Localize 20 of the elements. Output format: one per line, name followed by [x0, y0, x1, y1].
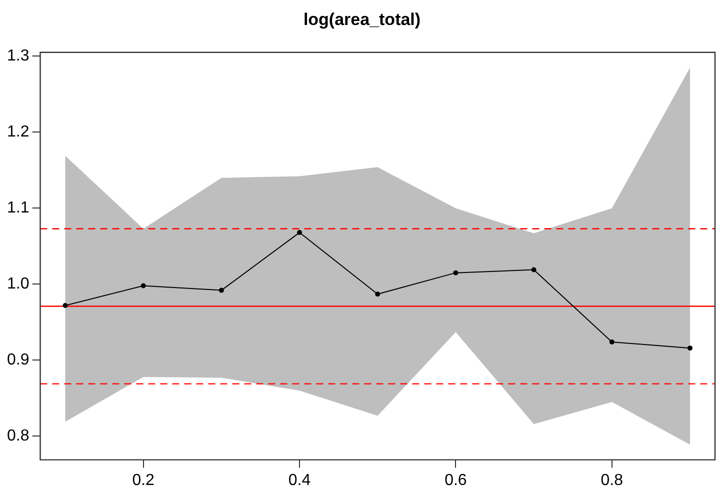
- y-tick-label: 1.1: [6, 200, 30, 217]
- y-tick-label: 0.9: [6, 352, 30, 369]
- point: [218, 288, 224, 293]
- x-tick-label: 0.4: [288, 472, 311, 489]
- y-tick-label: 0.8: [6, 428, 30, 445]
- point: [453, 270, 458, 276]
- x-tick-label: 0.8: [600, 472, 624, 489]
- point: [375, 292, 380, 297]
- chart-title: log(area_total): [303, 10, 421, 29]
- x-tick-label: 0.2: [132, 472, 155, 489]
- point: [531, 267, 536, 272]
- point: [688, 346, 693, 351]
- y-tick-label: 1.3: [6, 48, 30, 65]
- x-tick-label: 0.6: [444, 472, 467, 489]
- point: [140, 283, 146, 288]
- y-tick-label: 1.0: [6, 276, 30, 293]
- y-tick-label: 1.2: [6, 124, 30, 141]
- point: [62, 303, 68, 308]
- point: [297, 230, 302, 236]
- point: [609, 339, 614, 344]
